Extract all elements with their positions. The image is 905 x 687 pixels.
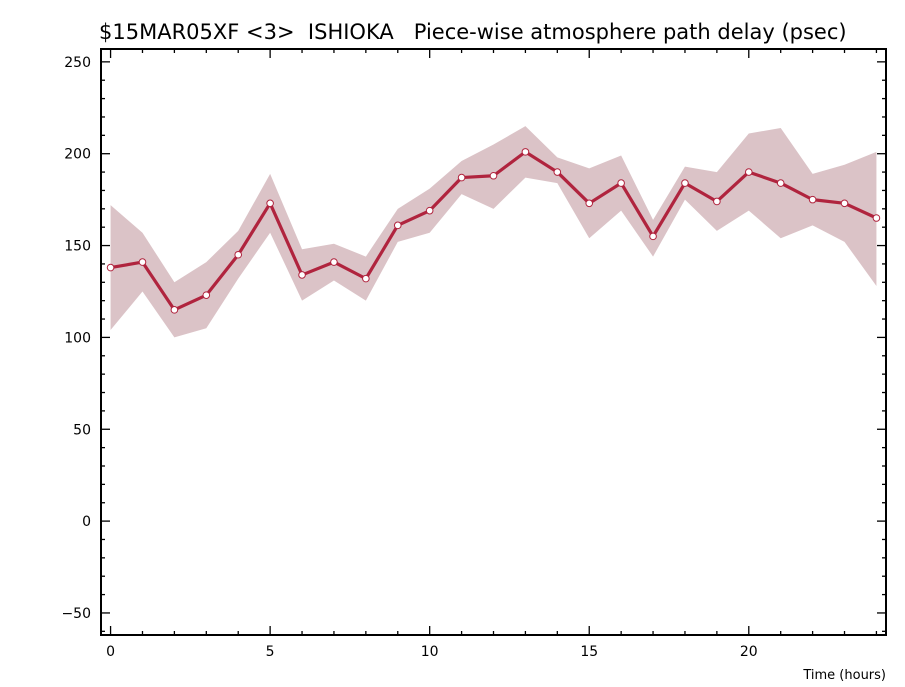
y-tick-label: 150 (64, 239, 91, 255)
data-point (202, 291, 211, 299)
data-point (553, 168, 562, 176)
data-point (425, 206, 434, 215)
data-point (362, 274, 370, 283)
x-tick-label: 5 (266, 644, 275, 660)
y-tick-label: 200 (64, 147, 91, 163)
data-point (170, 306, 179, 314)
plot-frame (100, 48, 887, 636)
data-point (393, 221, 402, 230)
data-point (489, 171, 498, 180)
data-point (298, 271, 306, 279)
data-point (585, 199, 594, 208)
data-point (808, 195, 817, 204)
data-point (457, 173, 466, 182)
data-point (521, 148, 530, 156)
x-tick-label: 10 (421, 644, 439, 660)
data-point (617, 179, 625, 187)
data-point (649, 232, 657, 241)
data-point (681, 179, 689, 187)
x-axis-label: Time (hours) (802, 668, 886, 683)
y-tick-label: 0 (82, 514, 91, 530)
data-point (776, 179, 785, 187)
y-tick-label: 50 (73, 422, 91, 438)
x-tick-label: 15 (580, 644, 598, 660)
data-point (872, 214, 881, 222)
data-point (106, 263, 115, 272)
x-tick-label: 0 (106, 644, 115, 660)
data-point-layer (106, 148, 881, 314)
y-tick-label: −50 (61, 606, 91, 622)
tick-label-layer: −50 0 50 100 150 200 250 0 5 10 15 20 (61, 55, 757, 660)
data-point (744, 168, 753, 176)
data-point (840, 199, 849, 208)
data-point (266, 199, 274, 208)
data-point (713, 197, 721, 206)
data-point (138, 258, 147, 266)
uncertainty-band-0 (110, 126, 877, 338)
y-tick-label: 100 (64, 330, 91, 346)
x-tick-label: 20 (740, 644, 758, 660)
uncertainty-band-layer (110, 126, 877, 338)
data-point (330, 258, 338, 266)
data-point (234, 250, 243, 259)
chart-title: $15MAR05XF <3> ISHIOKA Piece-wise atmosp… (99, 20, 847, 44)
y-tick-label: 250 (64, 55, 91, 71)
